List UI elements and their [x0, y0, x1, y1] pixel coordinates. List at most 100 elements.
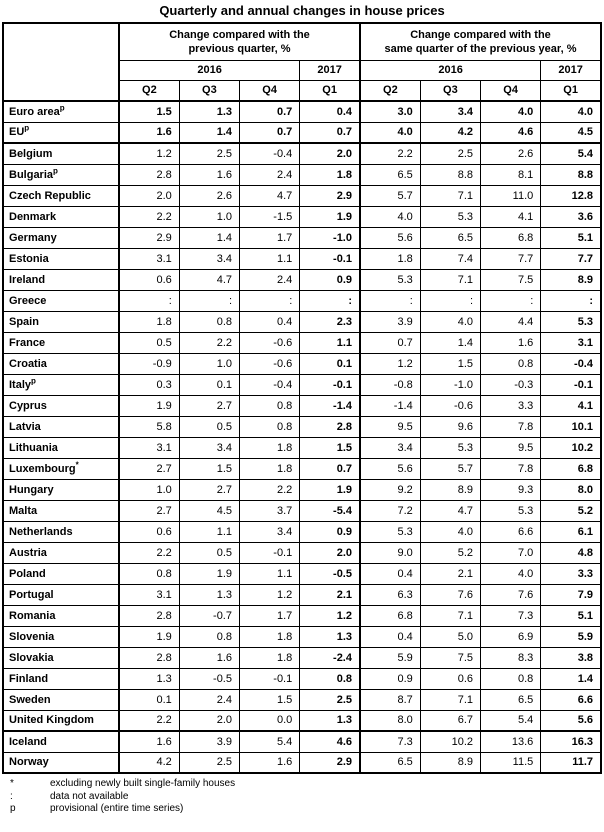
value-cell: 5.4	[540, 142, 602, 165]
value-cell: 5.6	[358, 457, 421, 480]
table-row: Hungary 1.0 2.7 2.2 1.9 9.2 8.9 9.3 8.0	[2, 478, 602, 501]
value-cell: 6.5	[358, 751, 421, 774]
value-cell: -1.5	[238, 205, 301, 228]
value-cell: 3.9	[358, 310, 421, 333]
row-label: Malta	[2, 499, 120, 522]
table-row: Iceland 1.6 3.9 5.4 4.6 7.3 10.2 13.6 16.3	[2, 730, 602, 753]
value-cell: 4.8	[540, 541, 602, 564]
row-label: Euro areap	[2, 100, 120, 123]
table-row: Cyprus 1.9 2.7 0.8 -1.4 -1.4 -0.6 3.3 4.1	[2, 394, 602, 417]
value-cell: 7.2	[358, 499, 421, 522]
row-label: Sweden	[2, 688, 120, 711]
value-cell: 1.5	[419, 352, 482, 375]
value-cell: -0.6	[419, 394, 482, 417]
value-cell: 0.8	[238, 415, 301, 438]
footnote-text: data not available	[50, 790, 129, 802]
value-cell: -0.3	[479, 373, 542, 396]
value-cell: 2.8	[299, 415, 361, 438]
value-cell: 3.9	[178, 730, 241, 753]
value-cell: 6.8	[358, 604, 421, 627]
value-cell: 2.9	[299, 184, 361, 207]
value-cell: 0.9	[358, 667, 421, 690]
table-row: Ireland 0.6 4.7 2.4 0.9 5.3 7.1 7.5 8.9	[2, 268, 602, 291]
value-cell: 7.6	[479, 583, 542, 606]
value-cell: 7.5	[479, 268, 542, 291]
value-cell: 5.8	[118, 415, 180, 438]
value-cell: 0.8	[118, 562, 180, 585]
value-cell: 5.3	[479, 499, 542, 522]
table-row: Austria 2.2 0.5 -0.1 2.0 9.0 5.2 7.0 4.8	[2, 541, 602, 564]
value-cell: 16.3	[540, 730, 602, 753]
value-cell: 1.9	[299, 478, 361, 501]
row-label: Belgium	[2, 142, 120, 165]
value-cell: 0.8	[479, 352, 542, 375]
value-cell: 3.1	[118, 436, 180, 459]
quarter-header: Q3	[419, 79, 482, 102]
value-cell: 1.3	[178, 583, 241, 606]
value-cell: -0.4	[238, 142, 301, 165]
value-cell: 0.8	[479, 667, 542, 690]
value-cell: 10.2	[419, 730, 482, 753]
value-cell: 0.1	[299, 352, 361, 375]
row-label: Norway	[2, 751, 120, 774]
value-cell: 12.8	[540, 184, 602, 207]
value-cell: 7.3	[358, 730, 421, 753]
value-cell: 2.7	[178, 394, 241, 417]
value-cell: -0.7	[178, 604, 241, 627]
value-cell: 1.1	[178, 520, 241, 543]
value-cell: 2.6	[178, 184, 241, 207]
table-row: Slovakia 2.8 1.6 1.8 -2.4 5.9 7.5 8.3 3.8	[2, 646, 602, 669]
footnote-marker: p	[24, 123, 30, 133]
value-cell: 5.1	[540, 226, 602, 249]
table-body: Euro areap 1.5 1.3 0.7 0.4 3.0 3.4 4.0 4.0 EUp 1.6…	[2, 100, 602, 774]
table-row: Germany 2.9 1.4 1.7 -1.0 5.6 6.5 6.8 5.1	[2, 226, 602, 249]
value-cell: 6.3	[358, 583, 421, 606]
value-cell: 8.9	[540, 268, 602, 291]
value-cell: 8.9	[419, 478, 482, 501]
value-cell: 9.5	[479, 436, 542, 459]
footnote-marker: p	[53, 165, 58, 175]
quarter-header: Q2	[358, 79, 421, 102]
value-cell: 6.6	[540, 688, 602, 711]
value-cell: 8.9	[419, 751, 482, 774]
table-row: Slovenia 1.9 0.8 1.8 1.3 0.4 5.0 6.9 5.9	[2, 625, 602, 648]
value-cell: 2.9	[299, 751, 361, 774]
value-cell: 7.1	[419, 184, 482, 207]
value-cell: 1.3	[178, 100, 241, 123]
year-header-2017: 2017	[540, 59, 602, 81]
table-row: EUp 1.6 1.4 0.7 0.7 4.0 4.2 4.6 4.5	[2, 121, 602, 144]
row-label: Lithuania	[2, 436, 120, 459]
value-cell: -1.0	[299, 226, 361, 249]
value-cell: 5.9	[358, 646, 421, 669]
value-cell: 3.8	[540, 646, 602, 669]
row-label: Germany	[2, 226, 120, 249]
value-cell: 1.5	[299, 436, 361, 459]
row-label: Hungary	[2, 478, 120, 501]
value-cell: 2.2	[118, 541, 180, 564]
value-cell: 3.4	[238, 520, 301, 543]
value-cell: 0.0	[238, 709, 301, 732]
year-header-2016: 2016	[359, 59, 542, 81]
value-cell: 0.5	[178, 415, 241, 438]
value-cell: 0.9	[299, 520, 361, 543]
value-cell: 0.5	[178, 541, 241, 564]
value-cell: 2.4	[238, 163, 301, 186]
value-cell: 0.7	[358, 331, 421, 354]
value-cell: 10.2	[540, 436, 602, 459]
footnote-marker: p	[10, 803, 16, 814]
value-cell: 1.6	[118, 121, 180, 144]
row-label: Romania	[2, 604, 120, 627]
value-cell: 5.2	[419, 541, 482, 564]
value-cell: 9.5	[358, 415, 421, 438]
row-label: Croatia	[2, 352, 120, 375]
value-cell: 2.3	[299, 310, 361, 333]
value-cell: 11.5	[479, 751, 542, 774]
value-cell: 2.7	[178, 478, 241, 501]
value-cell: 0.7	[238, 121, 301, 144]
quarter-header: Q2	[118, 79, 180, 102]
value-cell: 6.5	[479, 688, 542, 711]
table-row: France 0.5 2.2 -0.6 1.1 0.7 1.4 1.6 3.1	[2, 331, 602, 354]
table-row: Finland 1.3 -0.5 -0.1 0.8 0.9 0.6 0.8 1.4	[2, 667, 602, 690]
value-cell: 3.4	[178, 436, 241, 459]
